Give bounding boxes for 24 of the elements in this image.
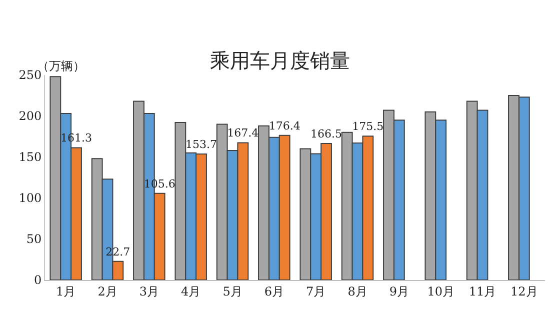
- data-label: 175.5: [352, 120, 384, 134]
- y-tick-label: 100: [18, 191, 42, 206]
- x-tick-label: 5月: [222, 284, 242, 298]
- data-label: 153.7: [186, 138, 217, 151]
- x-tick-label: 2月: [98, 284, 118, 298]
- data-label: 167.4: [227, 126, 259, 140]
- chart-title: 乘用车月度销量: [210, 48, 350, 73]
- data-label: 166.5: [310, 127, 342, 140]
- y-tick-label: 0: [34, 273, 42, 288]
- x-tick-label: 10月: [427, 284, 454, 298]
- x-tick-label: 12月: [510, 284, 538, 298]
- x-tick-label: 3月: [139, 284, 159, 298]
- x-tick-label: 1月: [56, 284, 76, 298]
- x-tick-label: 4月: [181, 284, 201, 298]
- x-tick-label: 9月: [389, 284, 409, 298]
- x-tick-label: 8月: [348, 284, 368, 298]
- data-label: 176.4: [268, 119, 300, 132]
- x-tick-label: 7月: [306, 284, 326, 298]
- y-tick-label: 250: [18, 68, 42, 82]
- y-tick-label: 200: [18, 109, 42, 124]
- x-tick-label: 11月: [468, 284, 496, 298]
- y-tick-label: 50: [26, 232, 42, 246]
- y-tick-label: 150: [18, 150, 42, 164]
- x-tick-label: 6月: [264, 284, 284, 298]
